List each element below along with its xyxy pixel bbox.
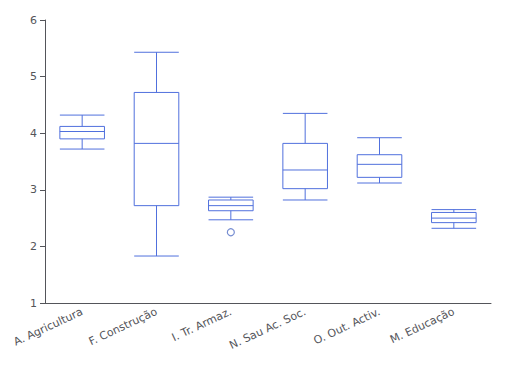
svg-text:I. Tr. Armaz.: I. Tr. Armaz.	[170, 305, 234, 344]
svg-text:M. Educação: M. Educação	[388, 305, 457, 346]
svg-text:O. Out. Activ.: O. Out. Activ.	[312, 305, 383, 347]
svg-text:A. Agricultura: A. Agricultura	[12, 305, 85, 348]
svg-text:3: 3	[30, 183, 37, 196]
svg-text:5: 5	[30, 70, 37, 83]
svg-text:N. Sau Ac. Soc.: N. Sau Ac. Soc.	[227, 305, 308, 352]
svg-text:4: 4	[30, 127, 37, 140]
svg-text:2: 2	[30, 240, 37, 253]
svg-text:F. Construção: F. Construção	[87, 305, 160, 348]
svg-text:6: 6	[30, 14, 37, 27]
svg-text:1: 1	[30, 297, 37, 310]
